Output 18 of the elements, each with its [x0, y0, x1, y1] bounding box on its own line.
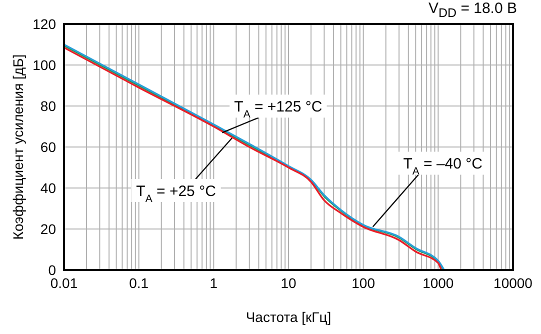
x-tick-label: 1000 — [422, 274, 454, 291]
y-tick-label: 60 — [40, 138, 56, 155]
x-tick-label: 10000 — [494, 274, 533, 291]
x-axis-title: Частота [кГц] — [246, 309, 332, 325]
y-tick-label: 120 — [32, 16, 56, 32]
y-tick-label: 100 — [32, 56, 56, 73]
chart-title: V$_{DD}$ = 18.0 В — [428, 0, 517, 20]
x-tick-label: 10 — [280, 274, 296, 291]
annotation: T$_{A}$ = +25 °C — [136, 182, 216, 205]
x-tick-label: 0.1 — [129, 274, 149, 291]
y-tick-label: 80 — [40, 98, 56, 114]
y-axis-title: Коэффициент усиления [дБ] — [10, 54, 26, 240]
annotation: T$_{A}$ = +125 °C — [234, 98, 322, 121]
y-tick-label: 20 — [40, 220, 56, 237]
annotation: T$_{A}$ = –40 °C — [403, 156, 483, 178]
x-tick-label: 100 — [352, 274, 376, 291]
x-tick-label: 1 — [210, 274, 218, 291]
y-tick-label: 40 — [40, 180, 56, 196]
